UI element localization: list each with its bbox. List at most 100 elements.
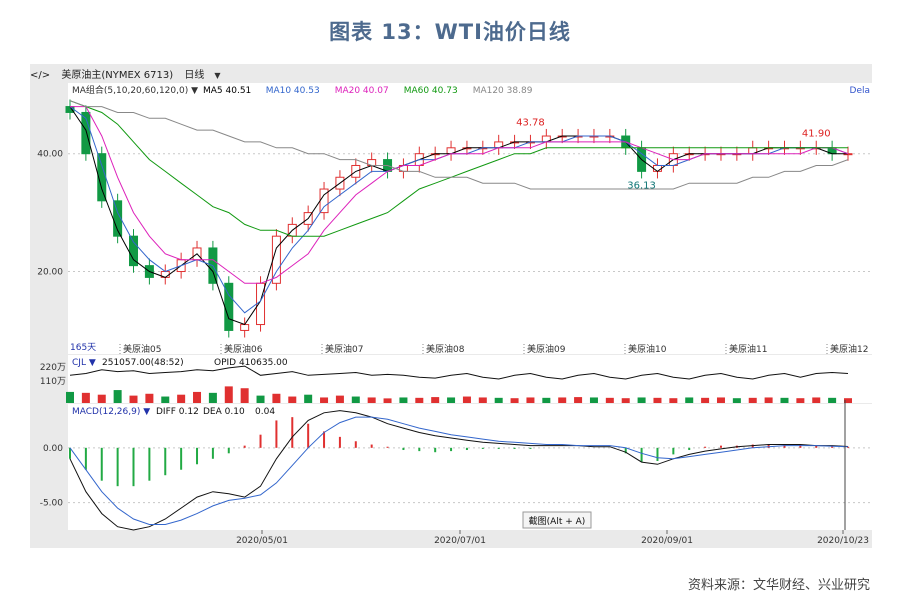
volume-bar xyxy=(431,397,440,403)
ma-line-ma60 xyxy=(69,100,848,237)
opid-value: OPID 410635.00 xyxy=(214,358,288,368)
volume-panel xyxy=(66,365,852,403)
volume-bar xyxy=(399,397,408,403)
candle-body xyxy=(113,200,123,237)
macd-plot-area xyxy=(68,404,872,530)
volume-bar xyxy=(764,397,773,403)
x-axis-date-label: 2020/07/01 xyxy=(434,536,486,546)
contract-label: 美原油09 xyxy=(527,343,566,355)
ma-legend-item: MA20 40.07 xyxy=(335,86,389,96)
volume-bar xyxy=(732,398,741,403)
volume-value: 251057.00(48:52) xyxy=(102,358,184,368)
volume-bar xyxy=(748,397,757,403)
screenshot-tooltip-box xyxy=(522,511,592,529)
price-tick-label: 20.00 xyxy=(37,268,63,278)
volume-bar xyxy=(574,397,583,403)
ma-line-ma20 xyxy=(70,106,849,284)
volume-tick-label: 110万 xyxy=(40,377,66,387)
chart-toolbar: </> 美原油主(NYMEX 6713) 日线 ▼ xyxy=(30,66,237,82)
volume-bar xyxy=(224,386,233,403)
volume-bar xyxy=(780,397,789,403)
candle-body xyxy=(652,164,662,172)
volume-bar xyxy=(494,397,503,403)
volume-bar xyxy=(844,398,852,403)
volume-bar xyxy=(589,397,598,403)
contract-label: 美原油05 xyxy=(123,343,161,355)
volume-bar xyxy=(367,397,376,403)
volume-bar xyxy=(240,388,249,403)
candle-body xyxy=(129,235,139,267)
volume-bar xyxy=(161,396,170,403)
ma-line-ma120 xyxy=(69,100,849,190)
volume-bar xyxy=(320,397,329,403)
contract-label: 美原油08 xyxy=(426,343,465,355)
volume-bar xyxy=(272,393,281,403)
ma-legend-item: MA10 40.53 xyxy=(266,86,320,96)
volume-bar xyxy=(812,397,821,403)
volume-bar xyxy=(66,391,74,403)
volume-bar xyxy=(177,394,186,403)
volume-bar xyxy=(653,397,662,403)
candle-body xyxy=(240,324,250,331)
volume-bar xyxy=(81,392,90,403)
macd-diff-value: DIFF 0.12 xyxy=(156,407,199,417)
volume-bar xyxy=(669,398,678,403)
volume-tick-label: 220万 xyxy=(40,363,66,373)
volume-bar xyxy=(304,394,313,403)
macd-tick-label: -5.00 xyxy=(40,499,64,509)
volume-plot-area xyxy=(68,355,872,403)
volume-bar xyxy=(542,397,551,403)
day-count-label: 165天 xyxy=(70,343,96,353)
volume-bar xyxy=(828,397,837,403)
macd-dea-value: DEA 0.10 xyxy=(203,407,245,417)
volume-bar xyxy=(97,394,106,403)
volume-label: CJL ▼ xyxy=(72,358,96,368)
diff-line xyxy=(69,410,849,531)
volume-bar xyxy=(193,391,202,403)
contract-label: 美原油10 xyxy=(628,343,667,355)
volume-bar xyxy=(208,392,217,403)
macd-panel xyxy=(69,410,849,531)
ma-legend-item: MA60 40.73 xyxy=(404,86,458,96)
macd-tick-label: 0.00 xyxy=(43,444,63,454)
volume-bar xyxy=(716,397,725,403)
volume-bar xyxy=(605,397,614,403)
price-tick-label: 40.00 xyxy=(37,150,63,160)
contract-label: 美原油06 xyxy=(224,343,263,355)
price-annotation: 43.78 xyxy=(516,117,545,128)
instrument-label[interactable]: 美原油主(NYMEX 6713) xyxy=(61,70,174,81)
price-plot-area xyxy=(68,83,872,354)
volume-bar xyxy=(288,396,297,403)
screenshot-tooltip-text: 截图(Alt + A) xyxy=(529,515,586,527)
source-note: 资料来源：文华财经、兴业研究 xyxy=(687,578,870,593)
period-selector[interactable]: 日线 ▼ xyxy=(184,70,221,81)
volume-bar xyxy=(415,397,424,403)
volume-bar xyxy=(478,397,487,403)
contract-label: 美原油12 xyxy=(830,343,868,355)
dea-line xyxy=(69,416,849,525)
macd-label: MACD(12,26,9) ▼ xyxy=(72,407,150,417)
volume-bar xyxy=(129,395,138,403)
candle-body xyxy=(81,111,91,155)
price-panel xyxy=(65,99,853,338)
volume-bar xyxy=(701,397,710,403)
macd-value: 0.04 xyxy=(255,407,275,417)
open-interest-line xyxy=(69,365,849,380)
x-axis-date-label: 2020/10/23 xyxy=(817,536,869,546)
volume-bar xyxy=(351,396,360,403)
volume-bar xyxy=(526,397,535,403)
volume-bar xyxy=(145,393,154,403)
chart-title: 图表 13：WTI油价日线 xyxy=(329,20,571,44)
chevron-down-icon: ▼ xyxy=(214,71,221,80)
ma-legend-item: MA5 40.51 xyxy=(203,86,251,96)
nav-arrows-icon[interactable]: </> xyxy=(30,70,51,81)
chart-text-layer: 40.00 20.00 0.00 -5.00 220万 110万 43.78 36.13 41.… xyxy=(37,84,870,546)
ma-legend-label: MA组合(5,10,20,60,120,0) ▼ xyxy=(72,84,198,96)
x-axis-date-label: 2020/09/01 xyxy=(641,536,693,546)
volume-bar xyxy=(637,397,646,403)
legend-corner-label: Dela xyxy=(850,86,870,96)
volume-bar xyxy=(383,398,392,403)
ma-legend-item: MA120 38.89 xyxy=(473,86,533,96)
volume-bar xyxy=(113,390,122,403)
